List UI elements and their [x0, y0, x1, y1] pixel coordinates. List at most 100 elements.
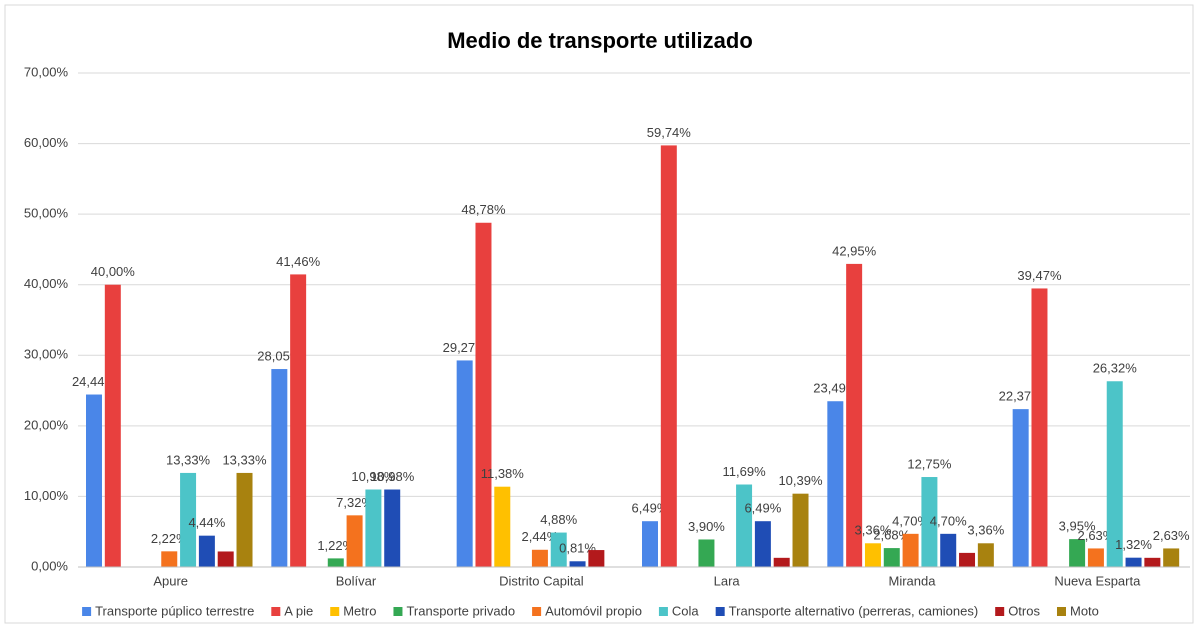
data-label: 3,36%: [967, 523, 1004, 538]
bar: [569, 561, 586, 567]
legend-swatch: [532, 607, 542, 616]
data-label: 2,63%: [1153, 528, 1190, 543]
data-label: 7,32%: [336, 495, 373, 510]
legend-swatch: [393, 607, 403, 616]
legend-swatch: [82, 607, 92, 616]
bar: [327, 558, 344, 567]
bar: [86, 394, 102, 567]
bar: [792, 493, 809, 567]
bar: [940, 533, 957, 567]
data-label: 59,74%: [647, 125, 692, 140]
bar: [531, 549, 548, 567]
legend-label: Metro: [343, 603, 376, 618]
data-label: 6,49%: [744, 501, 781, 516]
legend-swatch: [715, 607, 725, 616]
bar: [550, 532, 567, 567]
bar: [642, 521, 658, 567]
y-tick-label: 20,00%: [24, 417, 69, 432]
data-label: 3,90%: [688, 519, 725, 534]
bar: [977, 543, 994, 567]
y-tick-label: 70,00%: [24, 64, 69, 79]
legend-label: Automóvil propio: [545, 603, 642, 618]
bar: [217, 551, 234, 567]
bar: [104, 284, 121, 567]
data-label: 12,75%: [907, 456, 952, 471]
y-tick-label: 40,00%: [24, 276, 69, 291]
bar: [754, 521, 771, 567]
bar: [1031, 288, 1048, 567]
data-label: 11,69%: [723, 464, 767, 479]
x-tick-label: Distrito Capital: [499, 573, 584, 588]
legend-swatch: [271, 607, 281, 616]
legend-label: A pie: [284, 603, 313, 618]
bar: [1012, 409, 1029, 567]
y-tick-label: 10,00%: [24, 488, 69, 503]
legend-label: Moto: [1070, 603, 1099, 618]
bar: [588, 550, 605, 567]
bar: [365, 489, 382, 567]
bar: [736, 484, 753, 567]
data-label: 4,70%: [892, 513, 929, 528]
bar: [271, 369, 288, 567]
x-tick-label: Apure: [153, 573, 188, 588]
bar: [1106, 381, 1123, 567]
data-label: 1,32%: [1115, 537, 1152, 552]
data-label: 40,00%: [91, 264, 136, 279]
data-label: 26,32%: [1093, 361, 1138, 376]
data-label: 4,44%: [188, 515, 225, 530]
data-label: 3,95%: [1059, 519, 1096, 534]
data-label: 13,33%: [166, 452, 211, 467]
data-label: 2,44%: [521, 529, 558, 544]
data-label: 10,98%: [351, 469, 396, 484]
bar: [384, 489, 401, 567]
bar: [475, 222, 492, 568]
bar: [864, 543, 881, 567]
bar: [1144, 557, 1161, 567]
bar: [959, 552, 976, 567]
legend-label: Transporte privado: [406, 603, 515, 618]
bar: [921, 477, 938, 567]
y-tick-label: 0,00%: [31, 558, 68, 573]
data-label: 10,39%: [778, 473, 823, 488]
legend-swatch: [658, 607, 668, 616]
bar: [660, 145, 677, 567]
bar: [456, 360, 473, 567]
y-tick-label: 60,00%: [24, 135, 69, 150]
bar: [902, 533, 919, 567]
data-label: 0,81%: [559, 541, 596, 556]
data-label: 13,33%: [222, 452, 267, 467]
data-label: 42,95%: [832, 243, 877, 258]
x-tick-label: Lara: [714, 573, 741, 588]
bar: [494, 486, 511, 567]
data-label: 11,38%: [481, 466, 525, 481]
bar: [827, 401, 844, 567]
legend-label: Cola: [672, 603, 700, 618]
data-label: 48,78%: [461, 202, 506, 217]
data-label: 3,36%: [855, 523, 892, 538]
bar: [1069, 539, 1086, 567]
data-label: 2,68%: [873, 528, 910, 543]
bar: [346, 515, 363, 567]
chart-frame: [4, 4, 1194, 624]
chart-title: Medio de transporte utilizado: [447, 28, 753, 53]
bar: [1087, 548, 1104, 567]
y-tick-label: 30,00%: [24, 347, 69, 362]
data-label: 39,47%: [1017, 268, 1062, 283]
legend-label: Otros: [1008, 603, 1040, 618]
data-label: 4,88%: [540, 512, 577, 527]
data-label: 2,22%: [151, 531, 188, 546]
data-label: 2,63%: [1077, 528, 1114, 543]
bar: [698, 539, 715, 567]
legend-label: Transporte púplico terrestre: [95, 603, 254, 618]
bar: [1163, 548, 1180, 567]
data-label: 6,49%: [632, 501, 669, 516]
data-label: 41,46%: [276, 254, 321, 269]
bar: [883, 548, 900, 567]
legend-swatch: [995, 607, 1005, 616]
bar: [198, 535, 215, 567]
legend-label: Transporte alternativo (perreras, camion…: [729, 603, 979, 618]
data-label: 10,98%: [370, 469, 415, 484]
x-tick-label: Nueva Esparta: [1054, 573, 1141, 588]
bar: [1125, 557, 1142, 567]
